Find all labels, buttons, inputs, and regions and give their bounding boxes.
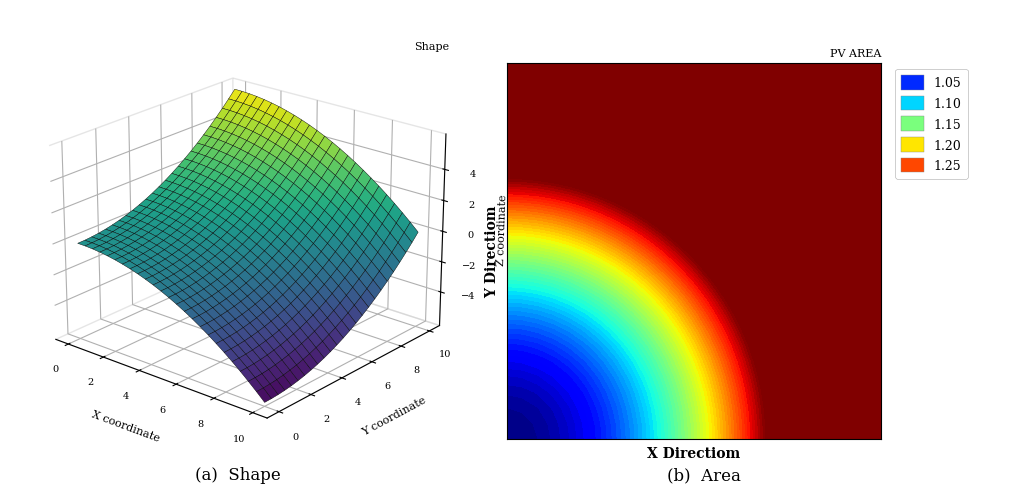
Text: (b)  Area: (b) Area: [668, 466, 741, 483]
Y-axis label: Y coordinate: Y coordinate: [361, 394, 427, 436]
X-axis label: X coordinate: X coordinate: [90, 408, 161, 443]
X-axis label: X Directiom: X Directiom: [647, 446, 741, 460]
Text: Shape: Shape: [414, 42, 450, 52]
Legend: 1.05, 1.10, 1.15, 1.20, 1.25: 1.05, 1.10, 1.15, 1.20, 1.25: [895, 70, 968, 179]
Text: (a)  Shape: (a) Shape: [196, 466, 281, 483]
Text: PV AREA: PV AREA: [830, 49, 881, 59]
Y-axis label: Y Directiom: Y Directiom: [485, 205, 499, 298]
